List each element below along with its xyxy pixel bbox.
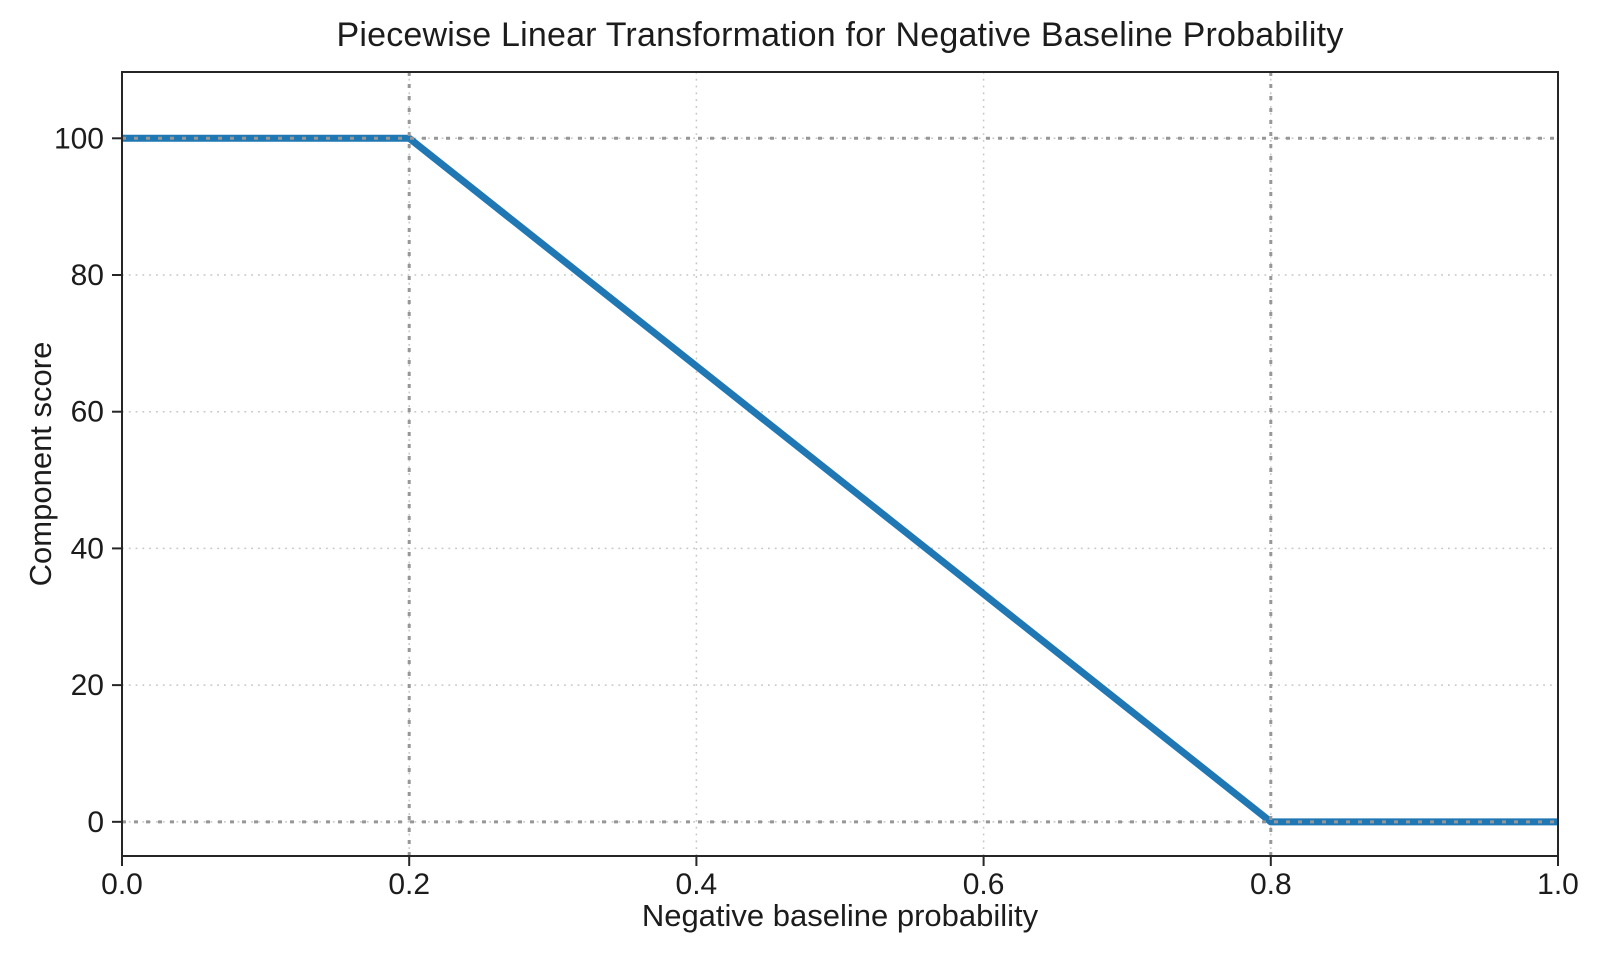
x-axis-label: Negative baseline probability: [641, 898, 1039, 933]
x-tick-label: 1.0: [1537, 868, 1579, 901]
x-tick-label: 0.4: [676, 868, 718, 901]
y-tick-label: 0: [87, 806, 104, 839]
y-axis-label: Component score: [23, 341, 58, 587]
x-tick-label: 0.2: [388, 868, 430, 901]
plot-border: [121, 71, 1559, 857]
y-tick-label: 80: [71, 259, 104, 292]
y-tick-label: 20: [71, 669, 104, 702]
x-tick-label: 0.6: [963, 868, 1005, 901]
y-tick-label: 40: [71, 532, 104, 565]
y-tick-label: 100: [54, 122, 104, 155]
series-line-component-score: [122, 134, 1558, 826]
y-tick-label: 60: [71, 396, 104, 429]
x-tick-label: 0.8: [1250, 868, 1292, 901]
chart-title: Piecewise Linear Transformation for Nega…: [336, 16, 1344, 54]
x-tick-label: 0.0: [101, 868, 143, 901]
